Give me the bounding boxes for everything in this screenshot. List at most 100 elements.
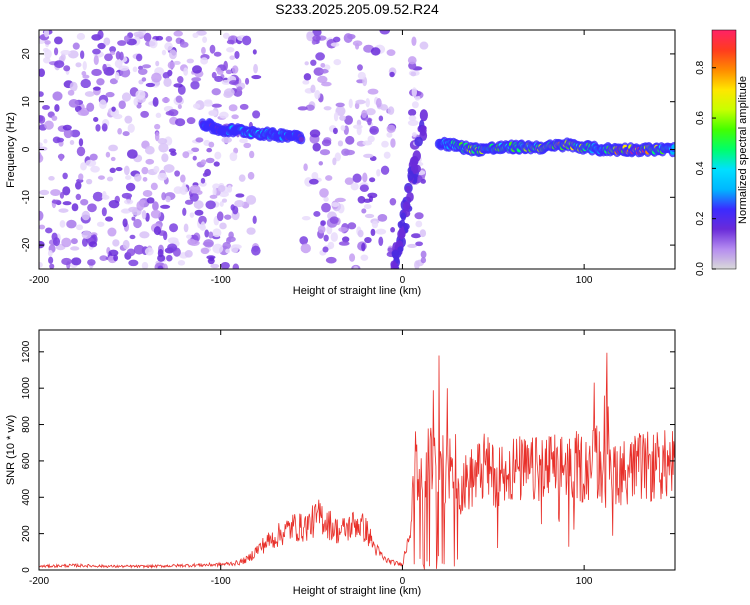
heatmap-cell [380,165,390,175]
heatmap-cell [411,101,419,109]
heatmap-cell [221,198,228,203]
heatmap-cell [173,60,181,65]
heatmap-cell [91,68,102,77]
heatmap-cell [43,138,48,144]
heatmap-cell [245,194,257,205]
heatmap-cell [78,138,84,147]
heatmap-cell [162,263,168,269]
heatmap-cell [375,228,387,235]
heatmap-cell [69,140,75,145]
heatmap-cell [152,97,159,107]
heatmap-cell [227,185,233,193]
heatmap-cell [76,32,86,41]
heatmap-cell [187,238,196,246]
heatmap-cell [141,209,147,220]
heatmap-cell [174,118,186,127]
heatmap-cell [99,99,107,110]
heatmap-cell [193,200,204,209]
heatmap-cell [344,115,353,125]
heatmap-cell [165,36,173,42]
heatmap-cell [350,182,359,191]
heatmap-cell [362,140,373,146]
heatmap-cell [325,256,337,264]
heatmap-cell [49,263,55,269]
heatmap-cell [115,166,123,172]
heatmap-cell [95,124,101,132]
heatmap-cell [80,198,89,206]
heatmap-cell [62,172,68,180]
heatmap-cell [414,212,424,220]
heatmap-cell [407,109,417,116]
heatmap-cell [199,181,207,187]
heatmap-cell [419,125,427,137]
heatmap-cell [225,69,233,75]
heatmap-cell [234,50,240,59]
heatmap-cell [411,36,417,47]
heatmap-cell [313,67,324,76]
heatmap-cell [191,147,200,153]
heatmap-cell [80,78,91,89]
heatmap-cell [170,151,177,156]
heatmap-cell [367,88,379,95]
heatmap-cell [252,110,261,119]
heatmap-cell [387,106,395,115]
heatmap-cell [219,222,227,230]
heatmap-cell [217,184,226,193]
heatmap-cell [347,222,357,230]
heatmap-cell [39,115,46,124]
heatmap-cell [411,233,422,239]
heatmap-cell [315,52,325,61]
heatmap-cell [330,232,338,242]
heatmap-cell [109,51,116,56]
heatmap-cell [230,204,235,211]
heatmap-cell [86,102,95,112]
heatmap-cell [357,64,363,71]
heatmap-cell [69,81,78,92]
heatmap-cell [70,129,81,138]
heatmap-cell [135,53,143,62]
heatmap-cell [332,36,341,43]
heatmap-cell [106,176,114,182]
heatmap-cell [113,254,119,262]
heatmap-cell [186,234,192,239]
heatmap-cell [103,37,111,46]
heatmap-cell [386,132,393,138]
heatmap-cell [319,69,329,74]
heatmap-cell [42,57,51,64]
heatmap-cell [153,226,162,236]
heatmap-cell [53,60,65,69]
heatmap-cell [321,202,331,213]
heatmap-cell [123,199,134,205]
heatmap-cell [39,240,45,249]
heatmap-cell [110,156,116,162]
heatmap-cell [301,215,311,221]
heatmap-cell [182,182,187,192]
heatmap-cell [146,197,155,204]
x-tick-label: 100 [576,275,593,286]
heatmap-cell [390,138,396,148]
heatmap-cell [319,149,331,156]
heatmap-cell [105,216,114,222]
heatmap-cell [44,40,51,45]
heatmap-cell [299,236,309,245]
heatmap-cell [177,76,184,84]
heatmap-cell [214,75,224,82]
heatmap-cell [379,30,391,35]
heatmap-cell [323,196,329,202]
heatmap-cell [145,82,155,88]
heatmap-cell [92,48,101,55]
heatmap-cell [244,77,250,85]
heatmap-cell [201,46,206,55]
heatmap-cell [108,249,119,257]
heatmap-cell [224,214,232,220]
heatmap-cell [360,254,369,261]
heatmap-cell [54,104,60,112]
y-tick-label: 0 [21,567,32,573]
heatmap-cell [81,71,87,77]
heatmap-cell [71,257,82,266]
heatmap-cell [87,259,96,266]
heatmap-cell [93,117,99,122]
heatmap-cell [123,35,130,42]
heatmap-cell [183,223,189,233]
